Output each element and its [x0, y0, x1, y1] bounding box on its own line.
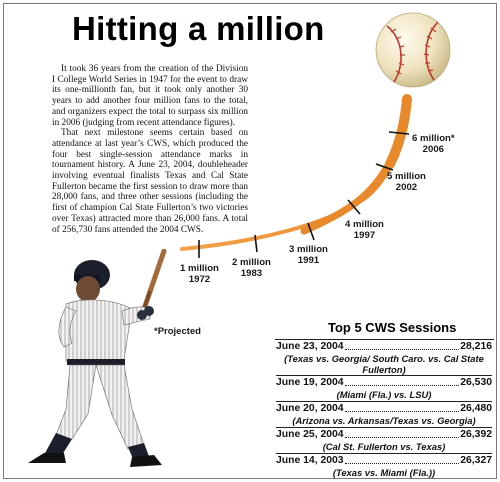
leader-dots — [344, 411, 460, 412]
session-teams: (Texas vs. Miami (Fla.)) — [332, 467, 436, 478]
leader-dots — [344, 437, 460, 438]
session-attendance: 26,530 — [460, 377, 492, 388]
milestone-6: 6 million* 2006 — [412, 133, 455, 155]
milestone-amount: 3 million — [289, 244, 328, 255]
session-date: June 25, 2004 — [276, 429, 344, 440]
session-item: June 14, 2003 26,327 (Texas vs. Miami (F… — [276, 455, 492, 478]
session-date: June 23, 2004 — [276, 341, 344, 352]
story-paragraph-1: It took 36 years from the creation of th… — [52, 64, 248, 128]
session-teams: (Arizona vs. Arkansas/Texas vs. Georgia) — [292, 415, 476, 426]
session-item: June 23, 2004 28,216 (Texas vs. Georgia/… — [276, 341, 492, 375]
milestone-5: 5 million 2002 — [387, 171, 426, 193]
tick-4-million — [347, 199, 361, 215]
milestone-amount: 5 million — [387, 171, 426, 182]
milestone-3: 3 million 1991 — [289, 244, 328, 266]
tick-2-million — [254, 234, 258, 253]
session-divider — [276, 401, 492, 402]
story-paragraph-2: That next milestone seems certain based … — [52, 128, 248, 235]
milestone-amount: 1 million — [180, 263, 219, 274]
milestone-ticks — [198, 131, 410, 258]
trail-path-top — [385, 94, 412, 169]
infographic-frame: Hitting a million It took 36 years from … — [3, 3, 497, 479]
session-attendance: 28,216 — [460, 341, 492, 352]
session-teams: (Cal St. Fullerton vs. Texas) — [322, 441, 446, 452]
session-attendance: 26,480 — [460, 403, 492, 414]
session-item: June 20, 2004 26,480 (Arizona vs. Arkans… — [276, 403, 492, 426]
leader-dots — [344, 349, 460, 350]
leader-dots — [344, 385, 460, 386]
milestone-amount: 6 million* — [412, 133, 455, 144]
milestone-year: 2002 — [395, 182, 418, 193]
session-attendance: 26,327 — [460, 455, 492, 466]
milestone-amount: 4 million — [345, 219, 384, 230]
batter-figure — [28, 249, 167, 467]
session-teams: (Texas vs. Georgia/ South Caro. vs. Cal … — [284, 353, 484, 375]
tick-6-million — [388, 131, 410, 135]
milestone-2: 2 million 1983 — [232, 257, 271, 279]
milestone-year: 1991 — [297, 255, 320, 266]
session-date: June 19, 2004 — [276, 377, 344, 388]
milestone-year: 1997 — [353, 230, 376, 241]
session-date: June 14, 2003 — [276, 455, 344, 466]
milestone-trail — [180, 12, 451, 258]
session-date: June 20, 2004 — [276, 403, 344, 414]
session-item: June 25, 2004 26,392 (Cal St. Fullerton … — [276, 429, 492, 452]
top-sessions-rule — [275, 339, 494, 340]
session-item: June 19, 2004 26,530 (Miami (Fla.) vs. L… — [276, 377, 492, 400]
session-divider — [276, 427, 492, 428]
session-divider — [276, 453, 492, 454]
leader-dots — [344, 463, 460, 464]
projected-note: *Projected — [154, 326, 201, 337]
tick-5-million — [375, 163, 394, 171]
milestone-year: 1983 — [240, 268, 263, 279]
session-teams: (Miami (Fla.) vs. LSU) — [336, 389, 432, 400]
story-text: It took 36 years from the creation of th… — [52, 64, 248, 235]
session-divider — [276, 375, 492, 376]
milestone-amount: 2 million — [232, 257, 271, 268]
top-sessions-title: Top 5 CWS Sessions — [328, 320, 457, 335]
baseball-icon — [375, 12, 451, 88]
milestone-1: 1 million 1972 — [180, 263, 219, 285]
session-attendance: 26,392 — [460, 429, 492, 440]
milestone-4: 4 million 1997 — [345, 219, 384, 241]
milestone-year: 2006 — [422, 144, 444, 155]
page-title: Hitting a million — [72, 10, 325, 47]
tick-3-million — [307, 222, 315, 241]
milestone-year: 1972 — [188, 274, 211, 285]
